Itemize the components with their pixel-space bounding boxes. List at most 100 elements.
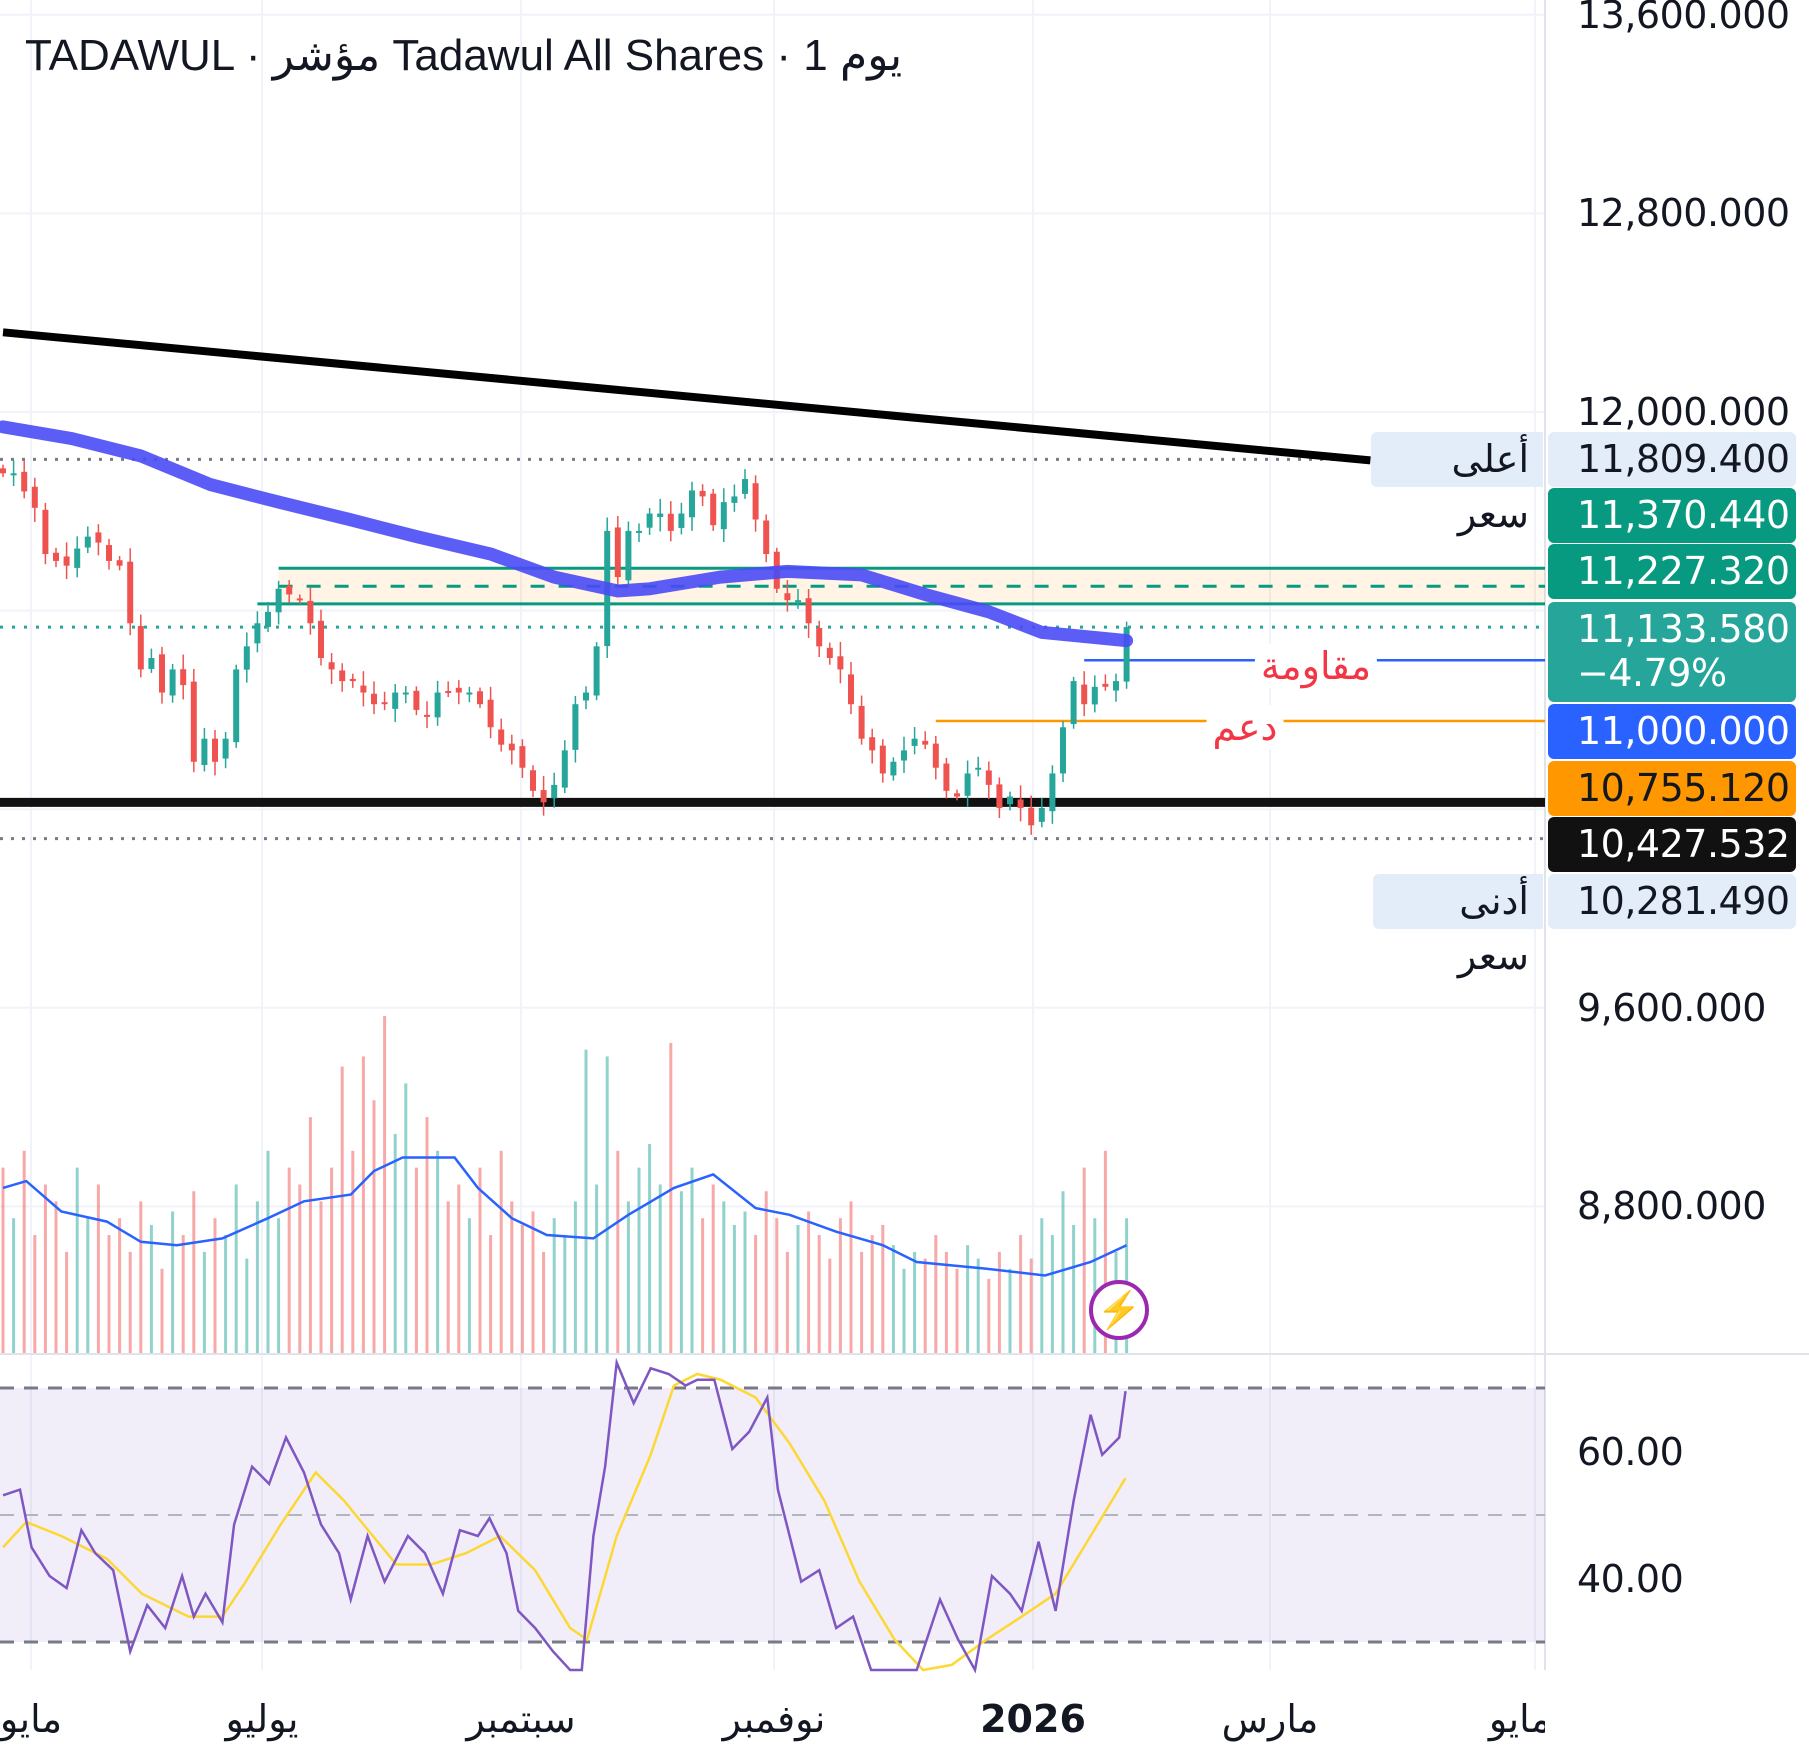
candle-body bbox=[1060, 727, 1066, 774]
grid bbox=[0, 0, 1809, 1670]
volume-bar bbox=[12, 1218, 16, 1353]
time-label: نوفمبر bbox=[722, 1697, 826, 1741]
price-tick: 12,800.000 bbox=[1577, 191, 1790, 236]
volume-bar bbox=[796, 1224, 800, 1353]
candle-body bbox=[954, 793, 960, 797]
volume-bar bbox=[902, 1268, 906, 1353]
volume-bar bbox=[277, 1218, 281, 1353]
volume-bar bbox=[891, 1245, 895, 1353]
volume-bar bbox=[224, 1235, 228, 1353]
volume-bar bbox=[637, 1167, 641, 1353]
volume-bar bbox=[86, 1218, 90, 1353]
candle-body bbox=[477, 691, 483, 705]
volume-bar bbox=[1082, 1167, 1086, 1353]
time-label: 2026 bbox=[980, 1697, 1086, 1741]
volume-bar bbox=[192, 1191, 196, 1353]
candle-body bbox=[159, 654, 165, 693]
volume-bar bbox=[1008, 1268, 1012, 1353]
candle-body bbox=[879, 745, 886, 774]
base-line-label: 10,427.532 bbox=[1548, 817, 1796, 872]
candle-body bbox=[1123, 627, 1130, 682]
volume-bar bbox=[118, 1218, 122, 1353]
volume-bar bbox=[446, 1201, 450, 1353]
volume-bars bbox=[1, 1016, 1129, 1353]
volume-bar bbox=[648, 1144, 652, 1353]
volume-bar bbox=[690, 1167, 694, 1353]
candle-body bbox=[74, 548, 81, 568]
volume-bar bbox=[552, 1218, 556, 1353]
candle-body bbox=[890, 761, 897, 776]
volume-bar bbox=[213, 1218, 217, 1353]
candle-body bbox=[180, 669, 187, 686]
zone-top-label: 11,370.440 bbox=[1548, 488, 1796, 543]
candle-body bbox=[487, 699, 494, 728]
candle-body bbox=[328, 662, 335, 670]
volume-bar bbox=[319, 1201, 323, 1353]
candle-body bbox=[434, 692, 441, 718]
candle-body bbox=[837, 656, 844, 670]
volume-bar bbox=[75, 1167, 79, 1353]
volume-bar bbox=[785, 1251, 789, 1353]
volume-bar bbox=[754, 1235, 758, 1353]
candle-body bbox=[265, 611, 271, 627]
volume-bar bbox=[923, 1258, 927, 1353]
axis-corner bbox=[1545, 1680, 1809, 1763]
candle-body bbox=[53, 552, 59, 561]
volume-bar bbox=[181, 1235, 185, 1353]
candle-body bbox=[445, 691, 452, 694]
volume-bar bbox=[96, 1184, 100, 1353]
candle-body bbox=[731, 496, 738, 503]
volume-ma-line bbox=[2, 1156, 1128, 1277]
volume-bar bbox=[128, 1251, 132, 1353]
lightning-icon[interactable]: ⚡ bbox=[1089, 1280, 1149, 1340]
rsi-pane bbox=[0, 1386, 1545, 1644]
candle-body bbox=[530, 770, 536, 791]
volume-bar bbox=[679, 1191, 683, 1353]
candle-body bbox=[127, 561, 134, 624]
volume-bar bbox=[245, 1258, 249, 1353]
resistance-annotation: مقاومة bbox=[1254, 644, 1378, 688]
rsi-tick: 60.00 bbox=[1577, 1430, 1684, 1474]
candle-body bbox=[975, 767, 982, 770]
candle-body bbox=[561, 750, 568, 788]
candle-body bbox=[1017, 799, 1024, 808]
candle-body bbox=[1113, 681, 1119, 691]
volume-bar bbox=[414, 1167, 418, 1353]
volume-bar bbox=[107, 1235, 111, 1353]
volume-bar bbox=[33, 1235, 37, 1353]
candle-body bbox=[349, 678, 356, 682]
volume-bar bbox=[573, 1201, 577, 1353]
volume-bar bbox=[266, 1150, 270, 1353]
chart-title: TADAWUL · مؤشر Tadawul All Shares · 1 يو… bbox=[25, 31, 903, 80]
candle-body bbox=[1028, 807, 1035, 826]
volume-bar bbox=[542, 1251, 546, 1353]
volume-bar bbox=[255, 1201, 259, 1353]
volume-bar bbox=[436, 1150, 440, 1353]
candle-body bbox=[996, 784, 1003, 808]
volume-bar bbox=[383, 1016, 387, 1353]
volume-bar bbox=[987, 1278, 991, 1353]
descending-trendline bbox=[2, 328, 1371, 465]
volume-bar bbox=[202, 1251, 206, 1353]
volume-bar bbox=[160, 1268, 164, 1353]
candle-body bbox=[222, 738, 229, 759]
volume-bar bbox=[584, 1049, 588, 1353]
candle-body bbox=[402, 692, 409, 695]
candle-body bbox=[95, 532, 102, 543]
volume-bar bbox=[722, 1201, 726, 1353]
volume-bar bbox=[499, 1150, 503, 1353]
volume-bar bbox=[870, 1235, 874, 1353]
volume-bar bbox=[425, 1117, 429, 1353]
candle-body bbox=[455, 687, 462, 693]
candle-body bbox=[784, 593, 791, 601]
price-tick: 13,600.000 bbox=[1577, 0, 1790, 37]
candle-body bbox=[667, 513, 674, 531]
volume-bar bbox=[595, 1184, 599, 1353]
candle-body bbox=[932, 743, 939, 768]
candle-body bbox=[31, 486, 38, 508]
candle-body bbox=[826, 647, 833, 659]
volume-bar bbox=[330, 1167, 334, 1353]
rsi-ma-line bbox=[2, 1372, 1127, 1672]
candle-body bbox=[593, 646, 600, 696]
